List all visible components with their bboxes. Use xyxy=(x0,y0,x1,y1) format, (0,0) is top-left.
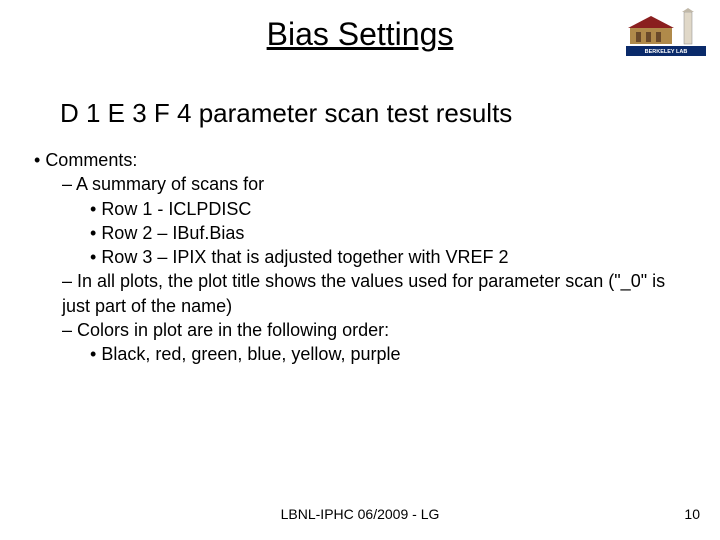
bullet-text: In all plots, the plot title shows the v… xyxy=(62,271,665,315)
bullet-lvl3: Row 3 – IPIX that is adjusted together w… xyxy=(90,245,690,269)
bullet-text: Black, red, green, blue, yellow, purple xyxy=(101,344,400,364)
slide: BERKELEY LAB Bias Settings D 1 E 3 F 4 p… xyxy=(0,0,720,540)
bullet-text: Colors in plot are in the following orde… xyxy=(77,320,389,340)
slide-subtitle: D 1 E 3 F 4 parameter scan test results xyxy=(60,98,512,129)
slide-body: Comments: A summary of scans for Row 1 -… xyxy=(34,148,690,367)
bullet-lvl2: Colors in plot are in the following orde… xyxy=(62,318,690,367)
page-number: 10 xyxy=(684,506,700,522)
bullet-text: A summary of scans for xyxy=(76,174,264,194)
footer-text: LBNL-IPHC 06/2009 - LG xyxy=(0,506,720,522)
bullet-lvl3: Row 2 – IBuf.Bias xyxy=(90,221,690,245)
slide-title: Bias Settings xyxy=(0,16,720,53)
bullet-lvl2: A summary of scans for Row 1 - ICLPDISC … xyxy=(62,172,690,269)
bullet-lvl3: Black, red, green, blue, yellow, purple xyxy=(90,342,690,366)
bullet-lvl2: In all plots, the plot title shows the v… xyxy=(62,269,690,318)
bullet-lvl1: Comments: A summary of scans for Row 1 -… xyxy=(34,148,690,367)
bullet-text: Row 1 - ICLPDISC xyxy=(101,199,251,219)
bullet-lvl3: Row 1 - ICLPDISC xyxy=(90,197,690,221)
bullet-text: Row 3 – IPIX that is adjusted together w… xyxy=(101,247,508,267)
bullet-text: Row 2 – IBuf.Bias xyxy=(101,223,244,243)
bullet-text: Comments: xyxy=(45,150,137,170)
